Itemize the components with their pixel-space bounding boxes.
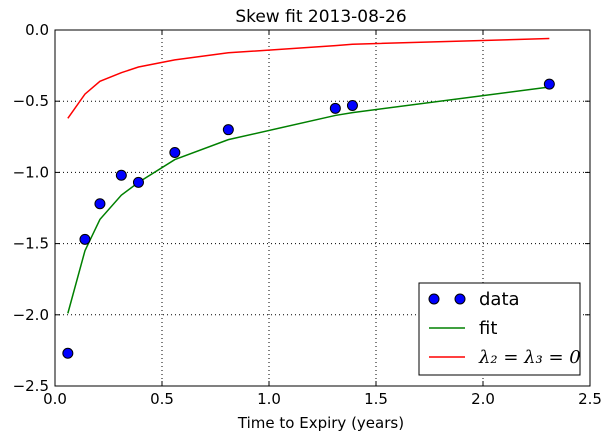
y-tick-label: −0.5 [13, 92, 49, 110]
y-tick-label: −2.5 [13, 377, 49, 395]
legend-label: fit [479, 318, 497, 339]
data-point [132, 176, 144, 188]
data-point [79, 233, 91, 245]
x-tick-label: 2.5 [578, 390, 602, 408]
y-tick-label: −1.5 [13, 235, 49, 253]
plot-frame [54, 29, 591, 387]
series-layer [62, 37, 555, 359]
x-axis-label: Time to Expiry (years) [237, 414, 404, 432]
y-tick-label: 0.0 [25, 21, 49, 39]
x-tick-label: 0.5 [150, 390, 174, 408]
series-line-fit [67, 86, 550, 314]
axis-ticks: 0.0 0.5 1.0 1.5 2.0 2.5 0.0 −0.5 −1.0 −1.5 −2.0 −2.… [13, 21, 602, 408]
series-line- [67, 37, 550, 119]
x-tick-label: 0.0 [43, 390, 67, 408]
data-point [115, 169, 127, 181]
chart-title: Skew fit 2013-08-26 [235, 7, 406, 27]
legend-label: data [479, 289, 520, 310]
legend-symbol-data [454, 293, 466, 305]
data-point [62, 347, 74, 359]
x-tick-label: 1.5 [364, 390, 388, 408]
y-tick-label: −2.0 [13, 306, 49, 324]
legend-label: λ₂ = λ₃ = 0 [478, 347, 581, 368]
x-tick-label: 2.0 [471, 390, 495, 408]
legend-symbol-data [428, 293, 440, 305]
data-point [346, 99, 358, 111]
data-point [222, 124, 234, 136]
legend-box [418, 282, 581, 376]
y-tick-label: −1.0 [13, 163, 49, 181]
legend: data fit λ₂ = λ₃ = 0 [418, 282, 581, 376]
x-tick-label: 1.0 [257, 390, 281, 408]
data-point [169, 146, 181, 158]
data-point [329, 102, 341, 114]
data-point [94, 198, 106, 210]
data-point [543, 78, 555, 90]
